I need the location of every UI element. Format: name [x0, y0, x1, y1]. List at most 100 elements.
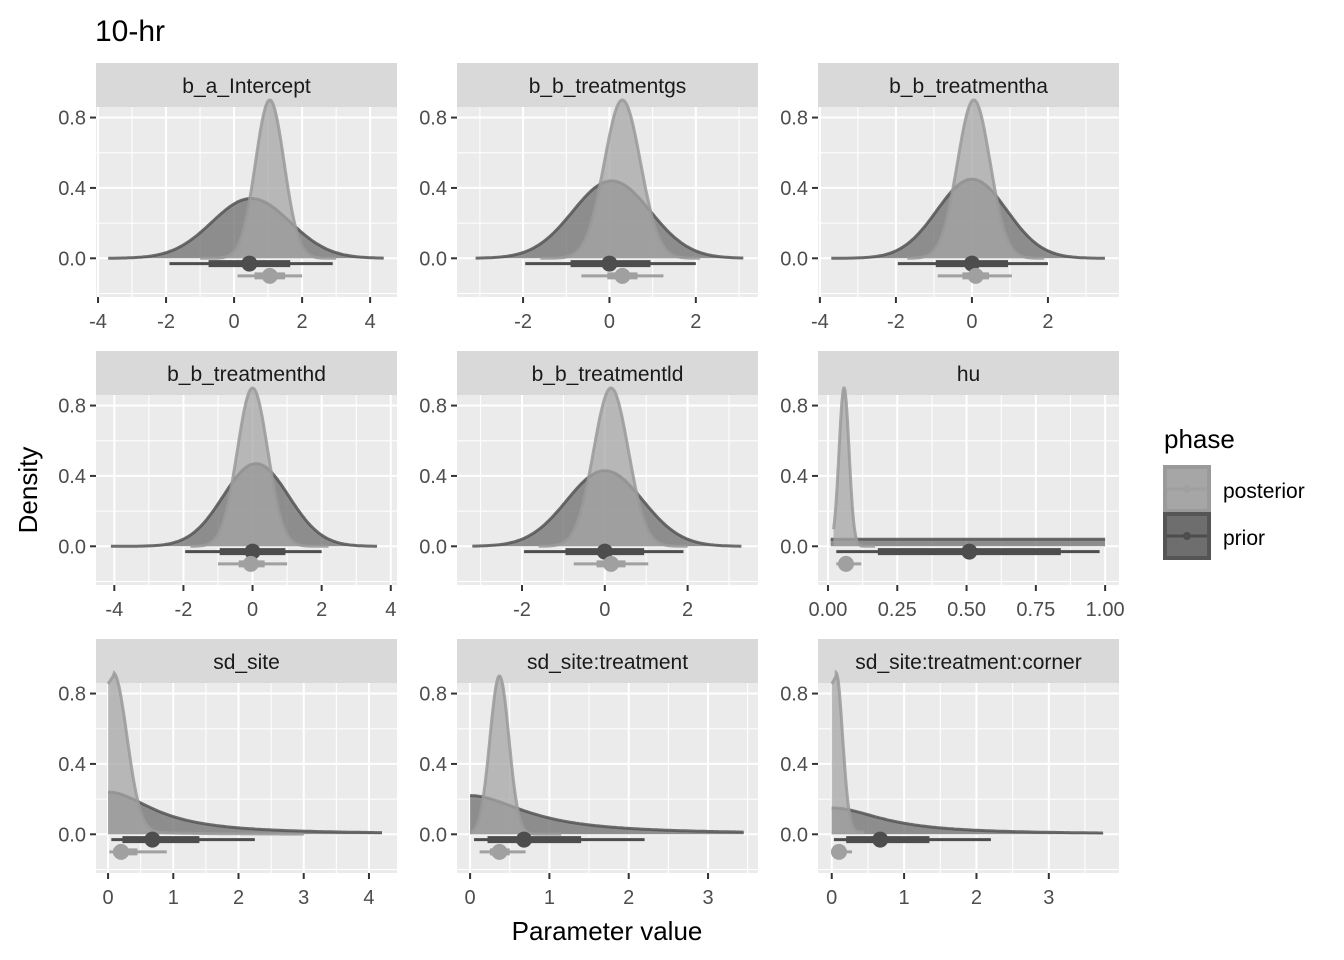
x-tick-label: 0 — [966, 311, 977, 333]
facet-strip-label: b_b_treatmentld — [532, 363, 684, 386]
facet-strip — [818, 63, 1119, 107]
prior-median-point — [601, 255, 618, 272]
x-tick-label: 0.75 — [1016, 599, 1055, 621]
x-tick-label: 0 — [465, 887, 476, 909]
x-tick-label: -4 — [811, 311, 829, 333]
prior-median-point — [144, 831, 161, 848]
posterior-median-point — [830, 843, 847, 860]
y-tick-label: 0.8 — [58, 108, 86, 130]
posterior-density-area — [833, 388, 876, 547]
x-axis-title: Parameter value — [512, 916, 703, 946]
posterior-density-line — [832, 386, 876, 548]
y-tick-label: 0.0 — [58, 536, 86, 558]
facet-panel-hu: hu 0.0 0.4 0.8 0.00 0.25 0.50 0.75 1.00 — [780, 351, 1125, 621]
x-tick-label: 0 — [826, 887, 837, 909]
x-tick-label: 2 — [316, 599, 327, 621]
facet-strip — [457, 63, 758, 107]
posterior-median-point — [242, 555, 259, 572]
x-tick-label: 0 — [229, 311, 240, 333]
posterior-median-point — [614, 267, 631, 284]
y-tick-label: 0.0 — [58, 824, 86, 846]
posterior-density-line — [538, 386, 688, 548]
facet-strip-label: b_b_treatmentha — [889, 75, 1048, 98]
x-tick-label: 0 — [599, 599, 610, 621]
facet-panel-b-a-intercept: b_a_Intercept 0.0 0.4 0.8 -4 -2 0 2 4 — [58, 63, 397, 333]
prior-median-point — [516, 831, 533, 848]
y-tick-label: 0.0 — [780, 248, 808, 270]
facet-strip-label: b_a_Intercept — [182, 75, 311, 98]
prior-density-line — [108, 197, 384, 260]
y-tick-label: 0.4 — [419, 754, 447, 776]
posterior-density-area — [907, 100, 1045, 259]
x-tick-label: 0.25 — [878, 599, 917, 621]
facet-panel-b-b-treatmentld: b_b_treatmentld 0.0 0.4 0.8 -2 0 2 — [419, 351, 758, 621]
posterior-density-area — [190, 388, 329, 547]
x-tick-label: 1 — [899, 887, 910, 909]
x-tick-label: -4 — [89, 311, 107, 333]
x-tick-label: 4 — [363, 887, 374, 909]
y-tick-label: 0.0 — [780, 824, 808, 846]
prior-median-point — [963, 255, 980, 272]
y-tick-label: 0.0 — [419, 248, 447, 270]
facet-panel-sd-site-treatment: sd_site:treatment 0.0 0.4 0.8 0 1 2 3 — [419, 639, 758, 909]
y-tick-label: 0.8 — [419, 684, 447, 706]
legend-key-posterior — [1163, 465, 1211, 513]
prior-median-point — [596, 543, 613, 560]
x-tick-label: 0 — [604, 311, 615, 333]
y-tick-label: 0.4 — [419, 466, 447, 488]
facet-strip — [457, 351, 758, 395]
facet-panel-b-b-treatmenthd: b_b_treatmenthd 0.0 0.4 0.8 -4 -2 0 2 4 — [58, 351, 397, 621]
y-tick-label: 0.8 — [780, 108, 808, 130]
x-tick-label: -4 — [105, 599, 123, 621]
posterior-median-point — [837, 555, 854, 572]
y-tick-label: 0.8 — [58, 684, 86, 706]
x-tick-label: -2 — [157, 311, 175, 333]
posterior-density-area — [108, 673, 304, 835]
posterior-density-line — [106, 670, 304, 836]
facet-strip-label: b_b_treatmenthd — [167, 363, 326, 386]
x-tick-label: -2 — [514, 311, 532, 333]
prior-median-point — [244, 543, 261, 560]
facet-panel-sd-site-treatment-corner: sd_site:treatment:corner 0.0 0.4 0.8 0 1 2 3 — [780, 639, 1119, 909]
legend-key-prior — [1163, 512, 1211, 560]
x-tick-label: -2 — [513, 599, 531, 621]
x-tick-label: -2 — [887, 311, 905, 333]
facet-strip-label: hu — [957, 363, 980, 386]
x-tick-label: 1.00 — [1086, 599, 1125, 621]
facet-strip — [818, 639, 1119, 683]
chart-title: 10-hr — [95, 15, 165, 48]
posterior-density-line — [469, 674, 562, 836]
facet-strip-label: sd_site:treatment — [527, 651, 688, 674]
posterior-median-point — [261, 267, 278, 284]
y-tick-label: 0.8 — [780, 396, 808, 418]
prior-median-point — [241, 255, 258, 272]
x-tick-label: 2 — [971, 887, 982, 909]
y-tick-label: 0.8 — [780, 684, 808, 706]
x-tick-label: 2 — [682, 599, 693, 621]
prior-density-area — [470, 795, 744, 835]
x-tick-label: 1 — [168, 887, 179, 909]
facet-strip-label: sd_site — [213, 651, 280, 674]
posterior-density-line — [540, 98, 701, 260]
x-tick-label: 1 — [544, 887, 555, 909]
prior-density-line — [108, 790, 382, 835]
x-tick-label: -2 — [175, 599, 193, 621]
x-tick-label: 0 — [247, 599, 258, 621]
y-tick-label: 0.8 — [419, 108, 447, 130]
x-tick-label: 2 — [233, 887, 244, 909]
posterior-density-area — [540, 100, 701, 259]
x-tick-label: 3 — [298, 887, 309, 909]
facet-strip-label: b_b_treatmentgs — [529, 75, 687, 98]
y-tick-label: 0.0 — [58, 248, 86, 270]
x-tick-label: 3 — [1043, 887, 1054, 909]
facet-strip-label: sd_site:treatment:corner — [855, 651, 1081, 674]
x-tick-label: 0.50 — [947, 599, 986, 621]
posterior-density-line — [907, 98, 1045, 260]
posterior-median-point — [113, 843, 130, 860]
posterior-density-area — [200, 100, 337, 259]
y-tick-label: 0.4 — [780, 178, 808, 200]
x-tick-label: 4 — [365, 311, 376, 333]
x-tick-label: 2 — [297, 311, 308, 333]
x-tick-label: 3 — [702, 887, 713, 909]
